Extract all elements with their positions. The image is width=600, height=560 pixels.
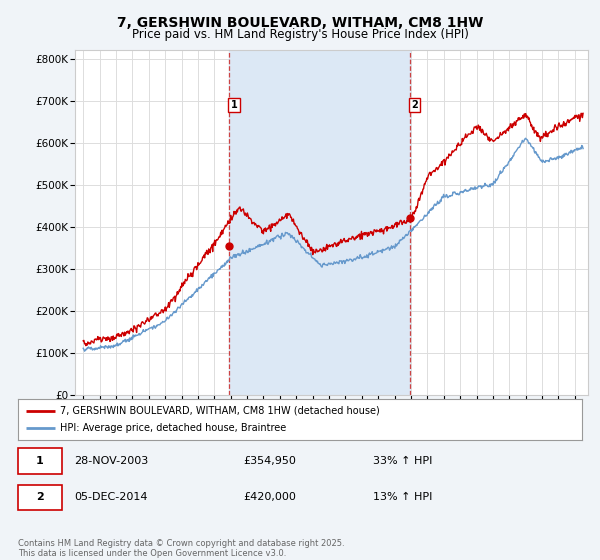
Text: 05-DEC-2014: 05-DEC-2014 [74,492,148,502]
Text: Contains HM Land Registry data © Crown copyright and database right 2025.
This d: Contains HM Land Registry data © Crown c… [18,539,344,558]
Text: 7, GERSHWIN BOULEVARD, WITHAM, CM8 1HW: 7, GERSHWIN BOULEVARD, WITHAM, CM8 1HW [117,16,483,30]
Text: 7, GERSHWIN BOULEVARD, WITHAM, CM8 1HW (detached house): 7, GERSHWIN BOULEVARD, WITHAM, CM8 1HW (… [60,405,380,416]
Text: £420,000: £420,000 [244,492,296,502]
Text: 2: 2 [36,492,44,502]
Text: 33% ↑ HPI: 33% ↑ HPI [373,456,433,466]
Text: Price paid vs. HM Land Registry's House Price Index (HPI): Price paid vs. HM Land Registry's House … [131,28,469,41]
Text: £354,950: £354,950 [244,456,296,466]
Text: 2: 2 [411,100,418,110]
FancyBboxPatch shape [18,484,62,510]
Bar [229,50,410,395]
Text: 1: 1 [36,456,44,466]
Text: 13% ↑ HPI: 13% ↑ HPI [373,492,433,502]
Text: HPI: Average price, detached house, Braintree: HPI: Average price, detached house, Brai… [60,423,287,433]
Text: 28-NOV-2003: 28-NOV-2003 [74,456,149,466]
FancyBboxPatch shape [18,448,62,474]
Text: 1: 1 [231,100,238,110]
